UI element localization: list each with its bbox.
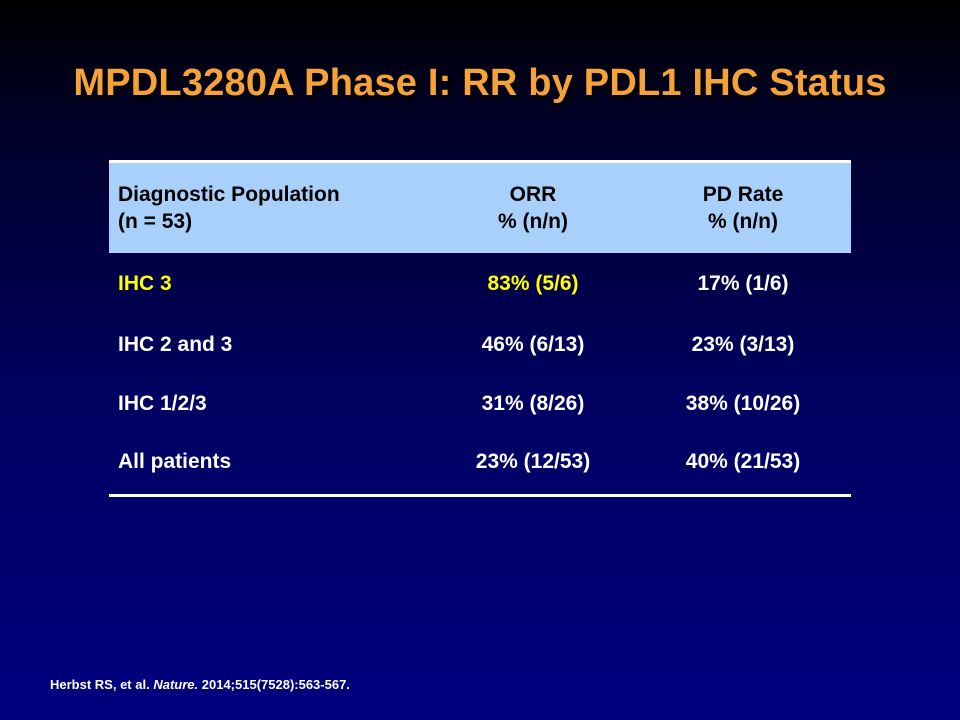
- header-line: % (n/n): [498, 210, 568, 233]
- cell-population: All patients: [118, 449, 232, 473]
- results-table-container: Diagnostic Population (n = 53) ORR % (n/…: [109, 160, 851, 497]
- header-line: PD Rate: [702, 183, 784, 206]
- header-pd-rate: PD Rate % (n/n): [635, 160, 851, 253]
- cell-pd-rate: 38% (10/26): [685, 392, 801, 415]
- cell-population: IHC 2 and 3: [118, 333, 233, 356]
- slide-title: MPDL3280A Phase I: RR by PDL1 IHC Status: [73, 62, 887, 104]
- header-line: (n = 53): [118, 210, 193, 233]
- cell-pd-rate: 23% (3/13): [691, 333, 795, 356]
- header-line: ORR: [509, 183, 557, 206]
- citation-authors: Herbst RS, et al.: [50, 677, 150, 692]
- citation-journal: Nature.: [153, 677, 199, 692]
- results-table: Diagnostic Population (n = 53) ORR % (n/…: [109, 160, 851, 497]
- cell-population: IHC 1/2/3: [118, 392, 207, 415]
- header-orr: ORR % (n/n): [431, 160, 635, 253]
- header-diagnostic-population: Diagnostic Population (n = 53): [109, 160, 431, 253]
- header-line: Diagnostic Population: [118, 183, 340, 206]
- header-line: % (n/n): [708, 210, 778, 233]
- table-row-ihc1-2-3: IHC 1/2/3 31% (8/26) 38% (10/26): [109, 375, 851, 433]
- cell-orr: 83% (5/6): [487, 272, 579, 295]
- table-header-row: Diagnostic Population (n = 53) ORR % (n/…: [109, 160, 851, 253]
- cell-pd-rate: 17% (1/6): [697, 272, 789, 295]
- cell-population: IHC 3: [118, 272, 172, 295]
- cell-pd-rate: 40% (21/53): [685, 449, 801, 473]
- cell-orr: 23% (12/53): [475, 449, 591, 473]
- citation: Herbst RS, et al. Nature. 2014;515(7528)…: [50, 677, 350, 692]
- table-row-ihc2-3: IHC 2 and 3 46% (6/13) 23% (3/13): [109, 315, 851, 375]
- table-row-all-patients: All patients 23% (12/53) 40% (21/53): [109, 433, 851, 496]
- cell-orr: 46% (6/13): [481, 333, 585, 356]
- cell-orr: 31% (8/26): [481, 392, 585, 415]
- table-row-ihc3: IHC 3 83% (5/6) 17% (1/6): [109, 253, 851, 315]
- citation-details: 2014;515(7528):563-567.: [201, 677, 350, 692]
